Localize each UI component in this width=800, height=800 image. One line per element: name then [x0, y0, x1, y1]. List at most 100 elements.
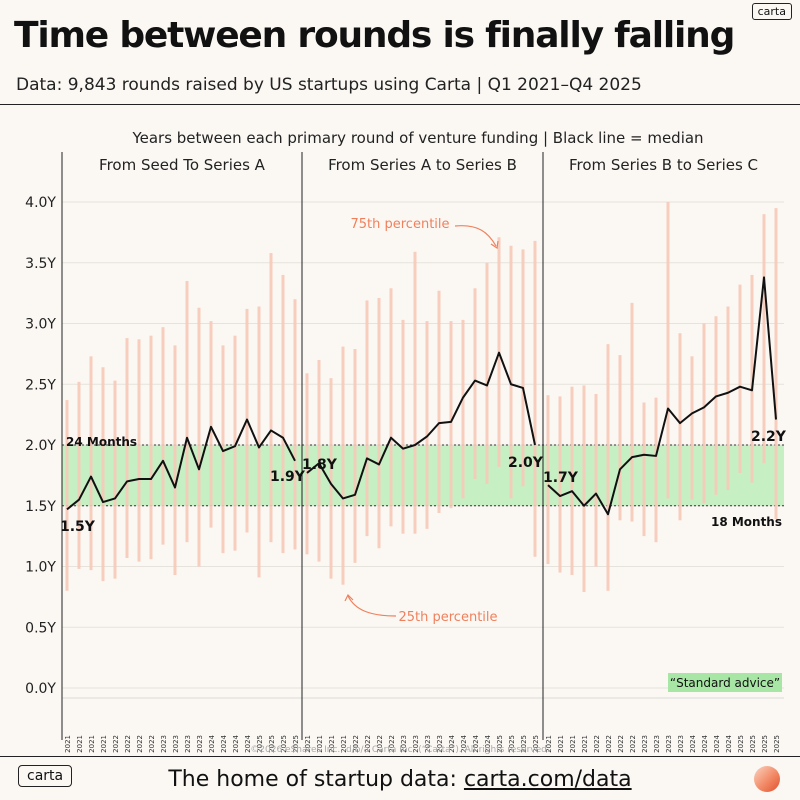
- footer-tagline: The home of startup data: carta.com/data: [0, 766, 800, 794]
- percentile-range-bar: [714, 316, 718, 495]
- percentile-range-bar: [762, 214, 766, 464]
- chart-area: Years between each primary round of vent…: [25, 129, 787, 755]
- median-value-label: 1.5Y: [60, 519, 96, 535]
- x-tick-label: Q4 2022: [388, 735, 396, 755]
- y-tick-label: 4.0Y: [25, 195, 56, 211]
- percentile-range-bar: [257, 306, 261, 578]
- percentile-range-bar: [317, 359, 321, 562]
- percentile-range-bar: [570, 386, 574, 576]
- percentile-range-bar: [666, 202, 670, 499]
- x-tick-label: Q2 2024: [460, 734, 468, 755]
- x-tick-label: Q3 2025: [520, 735, 528, 755]
- x-tick-label: Q1 2023: [641, 735, 649, 755]
- x-tick-label: Q1 2025: [496, 735, 504, 755]
- x-tick-label: Q4 2024: [725, 734, 733, 755]
- carta-logo-bottom[interactable]: carta: [18, 765, 73, 787]
- percentile-range-bar: [774, 208, 778, 520]
- carta-logo-top[interactable]: carta: [751, 3, 792, 20]
- percentile-range-bar: [281, 274, 285, 554]
- median-line: [306, 351, 536, 500]
- band-low-label: 18 Months: [711, 515, 782, 529]
- percentile-range-bar: [89, 356, 93, 571]
- percentile-range-bar: [606, 344, 610, 591]
- percentile-range-bar: [546, 395, 550, 565]
- percentile-range-bar: [341, 346, 345, 585]
- x-tick-label: Q1 2024: [689, 734, 697, 755]
- x-tick-label: Q1 2025: [256, 735, 264, 755]
- x-tick-label: Q1 2023: [400, 735, 408, 755]
- x-tick-label: Q2 2025: [749, 735, 757, 755]
- carta-mark-icon: [754, 766, 780, 792]
- percentile-range-bar: [137, 339, 141, 562]
- x-tick-label: Q2 2022: [364, 735, 372, 755]
- percentile-range-bar: [125, 338, 129, 558]
- percentile-range-bar: [582, 385, 586, 593]
- percentile-range-bar: [594, 393, 598, 567]
- percentile-range-bar: [618, 355, 622, 521]
- percentile-range-bar: [738, 284, 742, 473]
- y-tick-label: 2.5Y: [25, 377, 56, 393]
- p75-arrow: [454, 225, 497, 247]
- footer-link[interactable]: carta.com/data: [463, 767, 632, 792]
- x-tick-label: Q1 2021: [64, 735, 72, 755]
- x-tick-label: Q2 2025: [508, 735, 516, 755]
- x-tick-label: Q3 2022: [376, 735, 384, 755]
- percentile-range-bar: [77, 381, 81, 569]
- percentile-range-bar: [750, 274, 754, 483]
- percentile-range-bar: [149, 335, 153, 560]
- median-line: [66, 418, 296, 511]
- x-tick-label: Q2 2023: [412, 735, 420, 755]
- x-tick-label: Q4 2021: [581, 735, 589, 755]
- bottom-divider: [0, 756, 800, 757]
- percentile-range-bar: [65, 400, 69, 591]
- copyright-notice: ©2026 eShares Inc., d/b/a Carta Inc. (“C…: [250, 745, 549, 755]
- x-tick-label: Q1 2022: [112, 735, 120, 755]
- y-tick-label: 0.0Y: [25, 681, 56, 697]
- percentile-range-bar: [702, 323, 706, 504]
- percentile-range-bar: [630, 302, 634, 522]
- percentile-range-bar: [209, 321, 213, 528]
- percentile-range-bar: [521, 249, 525, 487]
- percentile-range-bar: [101, 367, 105, 582]
- percentile-range-bar: [425, 321, 429, 529]
- x-tick-label: Q2 2021: [76, 735, 84, 755]
- x-tick-label: Q3 2023: [665, 735, 673, 755]
- p75-annotation: 75th percentile: [350, 217, 449, 232]
- chart-subtitle: Data: 9,843 rounds raised by US startups…: [16, 75, 642, 95]
- x-tick-label: Q3 2021: [569, 735, 577, 755]
- panel-title: From Seed To Series A: [99, 156, 266, 174]
- x-tick-label: Q4 2024: [484, 734, 492, 755]
- standard-advice-legend: “Standard advice”: [670, 676, 780, 690]
- percentile-range-bar: [449, 321, 453, 509]
- percentile-range-bar: [233, 335, 237, 551]
- x-tick-label: Q1 2024: [448, 734, 456, 755]
- percentile-range-bar: [365, 300, 369, 537]
- x-tick-label: Q2 2024: [220, 734, 228, 755]
- x-tick-label: Q1 2025: [737, 735, 745, 755]
- x-tick-label: Q4 2025: [532, 735, 540, 755]
- percentile-range-bar: [113, 380, 117, 579]
- x-tick-label: Q1 2021: [545, 735, 553, 755]
- x-tick-label: Q4 2021: [340, 735, 348, 755]
- percentile-range-bar: [473, 288, 477, 480]
- x-tick-label: Q2 2021: [316, 735, 324, 755]
- p25-annotation: 25th percentile: [398, 610, 497, 625]
- x-tick-label: Q2 2024: [701, 734, 709, 755]
- x-tick-label: Q2 2023: [653, 735, 661, 755]
- x-tick-label: Q1 2024: [208, 734, 216, 755]
- panel-title: From Series A to Series B: [328, 156, 517, 174]
- y-tick-label: 3.0Y: [25, 317, 56, 333]
- x-tick-label: Q2 2022: [605, 735, 613, 755]
- percentile-range-bar: [173, 345, 177, 576]
- x-tick-label: Q1 2021: [304, 735, 312, 755]
- x-tick-label: Q4 2023: [196, 735, 204, 755]
- standard-advice-legend-box: [668, 673, 782, 692]
- median-value-label: 1.8Y: [302, 457, 338, 473]
- x-tick-label: Q4 2021: [100, 735, 108, 755]
- p25-arrowhead: [344, 593, 354, 602]
- x-tick-label: Q2 2021: [557, 735, 565, 755]
- median-line: [547, 276, 777, 516]
- x-tick-label: Q3 2025: [280, 735, 288, 755]
- percentile-range-bar: [269, 253, 273, 543]
- percentile-range-bar: [461, 319, 465, 499]
